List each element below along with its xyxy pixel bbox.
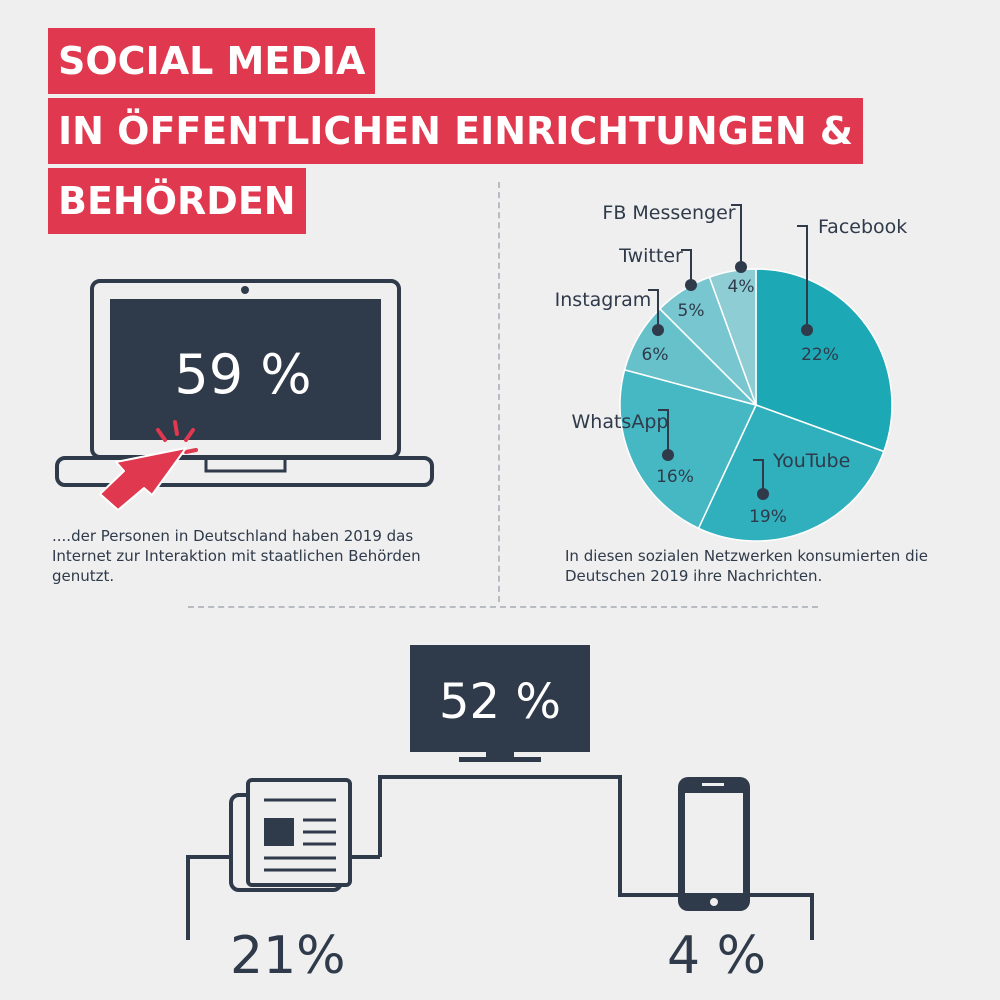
cursor-click-icon [99,420,198,511]
title-line-1: SOCIAL MEDIA [48,28,376,94]
smartphone-icon [678,777,750,911]
pie-value-label: 5% [678,301,705,321]
vertical-divider [498,182,500,602]
callout-line [658,409,669,455]
callout-line [753,459,764,494]
pie-value-label: 4% [728,277,755,297]
connector-line [378,775,678,897]
laptop-percentage: 59 % [174,343,311,406]
pie-category-label: Facebook [818,216,907,238]
pie-value-label: 22% [801,345,839,365]
pie-chart-labels: Facebook 22% YouTube 19% WhatsApp 16% Instagra… [555,202,908,527]
pie-value-label: 19% [749,507,787,527]
pie-value-label: 16% [656,467,694,487]
pie-slice-fb-messenger [708,268,757,406]
pie-category-label: WhatsApp [572,411,669,433]
callout-dot [685,279,697,291]
pie-slice-youtube [697,404,885,542]
tv-percentage: 52 % [439,674,561,730]
laptop-caption: ....der Personen in Deutschland haben 20… [52,527,421,585]
title-line-3: BEHÖRDEN [48,168,306,234]
callout-line [797,225,808,330]
callout-dot [735,261,747,273]
laptop-icon [55,279,434,487]
news-sources-pie-chart [619,268,893,542]
connector-line-right [750,893,814,940]
pie-slice-whatsapp [619,368,758,530]
pie-category-label: YouTube [772,450,850,472]
newspaper-percentage: 21% [230,926,346,986]
pie-category-label: Twitter [618,245,683,267]
callout-dot [801,324,813,336]
pie-category-label: Instagram [555,289,652,311]
pie-value-label: 6% [642,345,669,365]
callout-dot [652,324,664,336]
connector-line-left [186,855,231,940]
phone-percentage: 4 % [667,926,767,986]
callout-line [681,249,692,285]
tv-icon [410,645,590,762]
pie-slice-facebook [755,268,893,453]
callout-dot [662,449,674,461]
pie-category-label: FB Messenger [602,202,735,224]
callout-line [648,289,659,330]
pie-caption: In diesen sozialen Netzwerken konsumiert… [565,547,928,585]
callout-dot [757,488,769,500]
horizontal-divider [188,606,818,608]
title-line-2: IN ÖFFENTLICHEN EINRICHTUNGEN & [48,98,863,164]
callout-line [731,204,742,267]
newspaper-icon [229,778,352,892]
